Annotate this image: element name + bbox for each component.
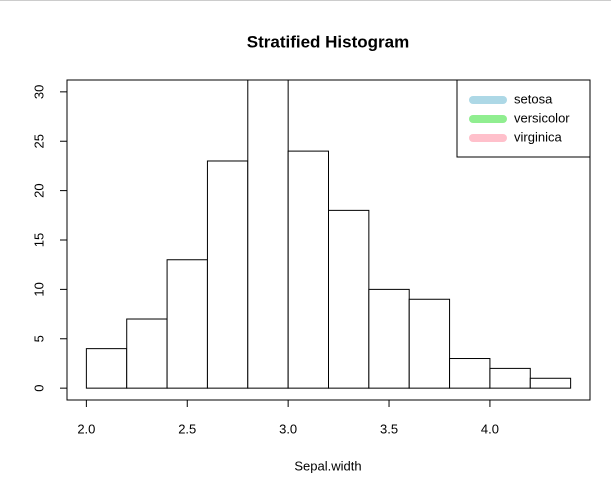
bar [126,318,168,389]
legend-label: versicolor [514,110,570,125]
y-tick-label: 30 [31,85,46,99]
y-tick-label: 10 [31,282,46,296]
bar [166,259,208,389]
chart-title: Stratified Histogram [247,32,409,51]
x-tick-label: 2.0 [77,421,95,436]
x-tick-label: 3.0 [279,421,297,436]
x-tick-label: 2.5 [178,421,196,436]
x-axis-label: Sepal.width [294,458,361,473]
bar [408,298,451,389]
legend-label: setosa [514,91,553,106]
y-tick-label: 15 [31,233,46,247]
bar [489,367,531,389]
legend-label: virginica [514,129,562,144]
y-tick-label: 25 [31,134,46,148]
y-tick-label: 20 [31,183,46,197]
bar [287,150,329,389]
y-tick-label: 0 [31,385,46,392]
bar [449,358,491,389]
bar [328,209,370,389]
y-tick-label: 5 [31,335,46,342]
bar [206,160,249,389]
bars [85,80,572,389]
x-tick-label: 4.0 [481,421,499,436]
bar [529,377,572,389]
bar [85,348,128,389]
bar [368,288,410,389]
x-tick-label: 3.5 [380,421,398,436]
bar [247,80,289,389]
